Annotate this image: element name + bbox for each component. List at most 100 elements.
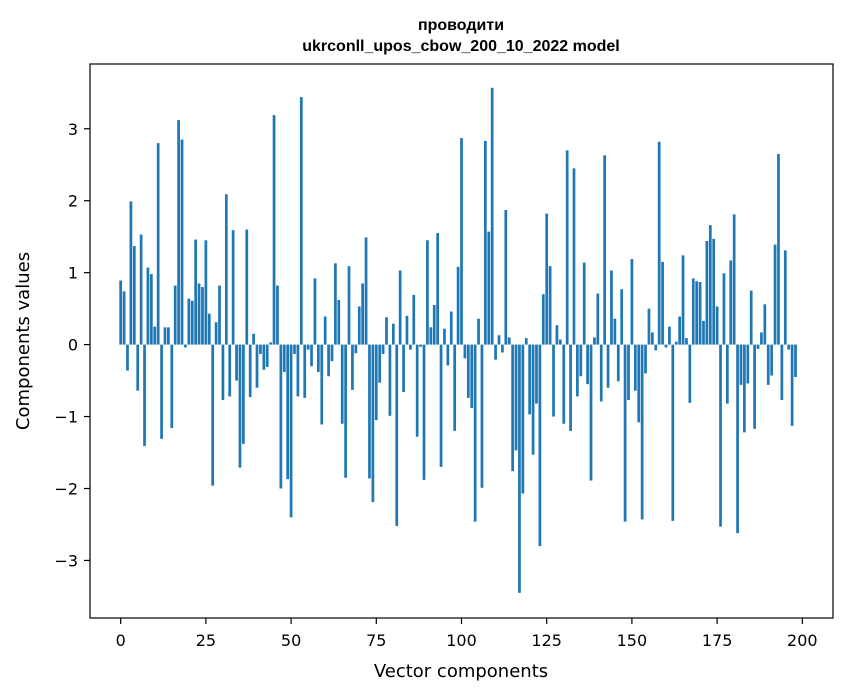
bar-104: [473, 344, 477, 522]
bar-79: [388, 344, 392, 416]
bar-188: [760, 332, 763, 345]
bar-59: [320, 344, 324, 425]
bar-108: [487, 231, 491, 345]
bar-183: [743, 344, 746, 433]
bar-175: [715, 306, 719, 345]
bar-97: [449, 311, 453, 345]
bar-172: [705, 240, 709, 345]
bar-0: [119, 280, 123, 345]
bar-119: [524, 338, 528, 345]
bar-92: [432, 305, 436, 345]
bar-131: [565, 150, 569, 345]
bar-84: [405, 315, 409, 345]
x-tick-label-6: 150: [617, 631, 648, 650]
bar-195: [783, 250, 787, 345]
bar-51: [293, 344, 296, 354]
bar-71: [361, 283, 365, 345]
bar-89: [422, 344, 426, 480]
bar-153: [640, 344, 644, 520]
bar-111: [497, 335, 501, 345]
y-tick-label-3: 0: [68, 336, 78, 355]
bar-96: [446, 344, 450, 366]
x-axis-label: Vector components: [374, 661, 548, 682]
bar-63: [334, 263, 337, 345]
bar-2: [126, 344, 129, 371]
bar-130: [562, 344, 566, 424]
bar-136: [582, 262, 586, 345]
bar-15: [170, 344, 174, 429]
bar-120: [528, 344, 532, 415]
bar-194: [780, 344, 784, 400]
bar-180: [732, 214, 736, 345]
bar-127: [552, 344, 555, 417]
bar-8: [146, 267, 150, 345]
bar-107: [483, 140, 487, 345]
bar-157: [654, 344, 658, 351]
bar-20: [187, 298, 191, 345]
y-tick-label-5: 2: [68, 192, 78, 211]
x-tick-label-1: 25: [196, 631, 216, 650]
bar-113: [504, 210, 508, 345]
x-tick-label-3: 75: [366, 631, 386, 650]
bar-197: [790, 344, 794, 426]
bar-110: [494, 344, 497, 360]
bar-87: [415, 344, 419, 437]
bar-4: [132, 246, 136, 345]
y-tick-label-0: −3: [54, 551, 78, 570]
bar-100: [460, 138, 463, 345]
bar-19: [184, 344, 187, 348]
bar-103: [470, 344, 474, 408]
bar-177: [722, 273, 726, 345]
x-axis-ticks: 0 25 50 75 100 125 150 175 200: [116, 618, 818, 650]
bar-53: [299, 97, 303, 345]
bar-156: [650, 332, 654, 345]
bar-116: [514, 344, 518, 451]
bar-145: [613, 318, 617, 345]
bar-105: [477, 318, 480, 345]
bar-170: [698, 282, 702, 345]
bar-69: [354, 344, 358, 354]
bar-121: [531, 344, 535, 455]
x-tick-label-8: 200: [787, 631, 818, 650]
bar-54: [303, 344, 307, 398]
bar-5: [136, 344, 140, 391]
bar-135: [579, 344, 583, 377]
bar-52: [296, 344, 300, 397]
bar-142: [603, 155, 607, 345]
x-tick-label-7: 175: [702, 631, 733, 650]
bar-94: [439, 344, 443, 467]
bar-81: [395, 344, 399, 526]
chart-title-line-2: ukrconll_upos_cbow_200_10_2022 model: [302, 38, 619, 55]
bar-154: [644, 344, 647, 374]
bar-6: [139, 234, 143, 345]
bar-159: [661, 261, 664, 345]
bar-91: [429, 327, 433, 345]
bar-161: [668, 326, 671, 345]
bar-24: [201, 287, 204, 345]
bar-58: [316, 344, 320, 372]
bar-187: [756, 344, 760, 349]
bar-124: [541, 294, 545, 345]
bar-139: [593, 337, 596, 345]
bar-1: [122, 291, 126, 345]
bar-49: [286, 344, 290, 480]
bar-125: [545, 213, 549, 345]
bar-93: [436, 233, 440, 345]
bar-7: [143, 344, 146, 447]
bar-43: [265, 344, 269, 367]
bar-152: [637, 344, 641, 423]
bar-167: [688, 344, 692, 403]
bar-190: [766, 344, 770, 385]
bar-45: [272, 115, 276, 345]
bar-12: [160, 344, 163, 439]
bar-143: [606, 344, 610, 388]
bar-149: [627, 344, 630, 400]
bar-18: [180, 139, 184, 345]
bar-40: [255, 344, 259, 388]
bar-109: [490, 87, 494, 345]
bar-192: [773, 244, 777, 345]
bar-64: [337, 299, 341, 345]
bar-112: [501, 344, 504, 353]
bar-90: [426, 240, 429, 345]
bar-60: [323, 316, 327, 345]
